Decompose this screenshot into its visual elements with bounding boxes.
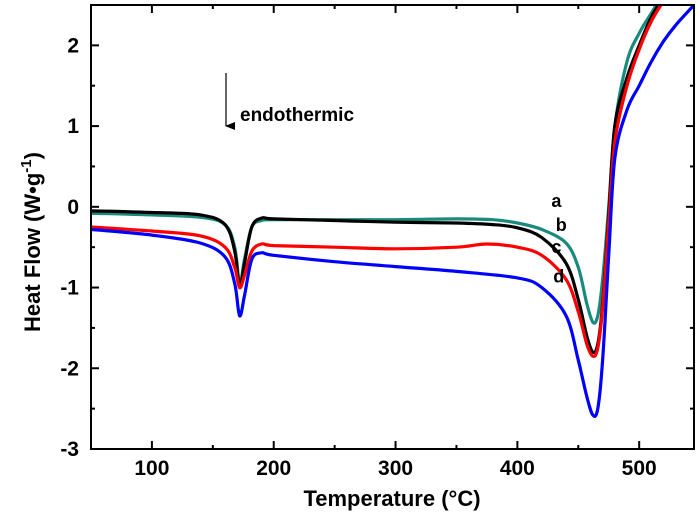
endothermic-annotation: endothermic xyxy=(240,105,354,126)
y-axis-title-exponent: -1 xyxy=(18,159,35,172)
y-tick-label: -1 xyxy=(60,277,79,300)
x-tick-label: 100 xyxy=(134,457,169,480)
y-tick-label: -3 xyxy=(60,438,79,461)
series-layer xyxy=(91,5,694,418)
x-tick-label: 200 xyxy=(256,457,291,480)
x-tick-label: 400 xyxy=(500,457,535,480)
y-axis-ticks: -3 -2 -1 0 1 2 xyxy=(60,34,694,461)
plot-frame xyxy=(90,4,695,450)
x-tick-label: 300 xyxy=(378,457,413,480)
y-tick-label: -2 xyxy=(60,357,79,380)
series-label-c: c xyxy=(551,237,561,257)
series-label-d: d xyxy=(553,267,564,287)
x-tick-label: 500 xyxy=(622,457,657,480)
y-tick-label: 0 xyxy=(67,196,79,219)
series-line-b xyxy=(91,5,661,355)
x-axis-title: Temperature (°C) xyxy=(303,486,480,511)
series-label-a: a xyxy=(551,191,562,211)
y-tick-label: 1 xyxy=(67,115,79,138)
series-line-d xyxy=(91,5,694,418)
y-axis-title-close: ) xyxy=(20,152,45,159)
y-axis-title: Heat Flow (W•g-1) xyxy=(18,152,45,332)
y-tick-label: 2 xyxy=(67,34,79,57)
x-axis-ticks: 100 200 300 400 500 xyxy=(134,5,657,480)
series-line-a xyxy=(91,5,659,325)
y-axis-title-main: Heat Flow (W•g xyxy=(20,173,45,332)
series-label-b: b xyxy=(556,215,567,235)
